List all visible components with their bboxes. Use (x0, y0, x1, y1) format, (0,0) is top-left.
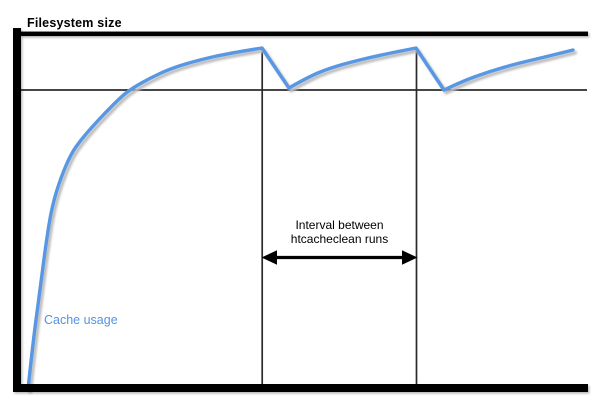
interval-annotation-line1: Interval between (295, 218, 384, 232)
filesystem-size-label: Filesystem size (27, 16, 122, 30)
interval-arrow-right-head (402, 250, 418, 265)
cache-usage-curve-shadow (28, 48, 578, 394)
interval-annotation-line2: htcacheclean runs (290, 231, 389, 246)
interval-annotation: Interval between htcacheclean runs (262, 218, 417, 246)
guide-lines (20, 47, 587, 384)
curve-layer (26, 46, 578, 394)
cache-usage-label: Cache usage (44, 313, 118, 327)
cache-usage-curve (26, 46, 575, 391)
interval-arrow-left-head (261, 250, 277, 265)
axes-layer (13, 28, 588, 392)
x-axis (13, 384, 588, 392)
arrow-layer (261, 250, 418, 265)
filesystem-size-line (21, 31, 588, 37)
y-axis (13, 28, 21, 392)
